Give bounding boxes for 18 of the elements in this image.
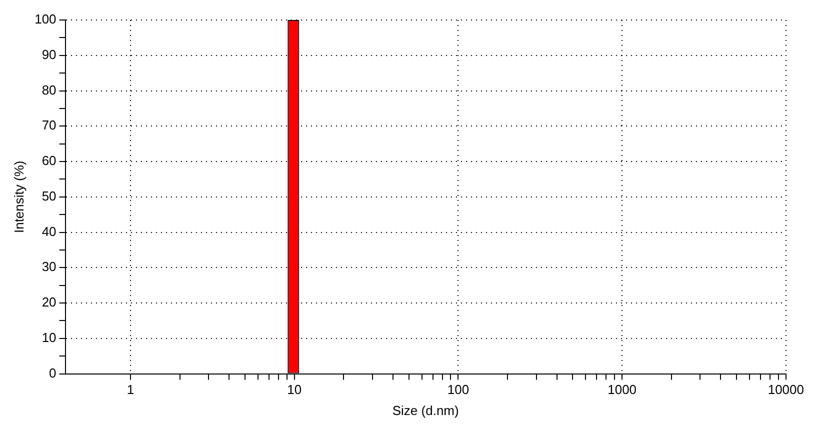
- x-tick-label: 100: [447, 382, 470, 398]
- y-tick-label: 0: [49, 365, 56, 380]
- x-tick-label: 1: [126, 382, 134, 398]
- x-tick-label: 10000: [768, 382, 804, 398]
- x-tick-label: 10: [287, 382, 302, 398]
- y-tick-label: 10: [42, 330, 56, 345]
- y-tick-label: 20: [42, 294, 56, 310]
- x-axis-title: Size (d.nm): [392, 402, 459, 418]
- y-tick-label: 40: [42, 224, 56, 239]
- y-tick-label: 70: [42, 118, 56, 133]
- y-tick-label: 100: [34, 12, 56, 27]
- y-tick-label: 80: [42, 82, 56, 98]
- y-tick-label: 50: [42, 188, 56, 204]
- y-tick-label: 90: [42, 46, 56, 62]
- y-axis-title: Intensity (%): [11, 160, 26, 234]
- y-tick-label: 60: [42, 153, 56, 168]
- y-tick-label: 30: [42, 259, 56, 274]
- x-tick-label: 1000: [608, 382, 637, 398]
